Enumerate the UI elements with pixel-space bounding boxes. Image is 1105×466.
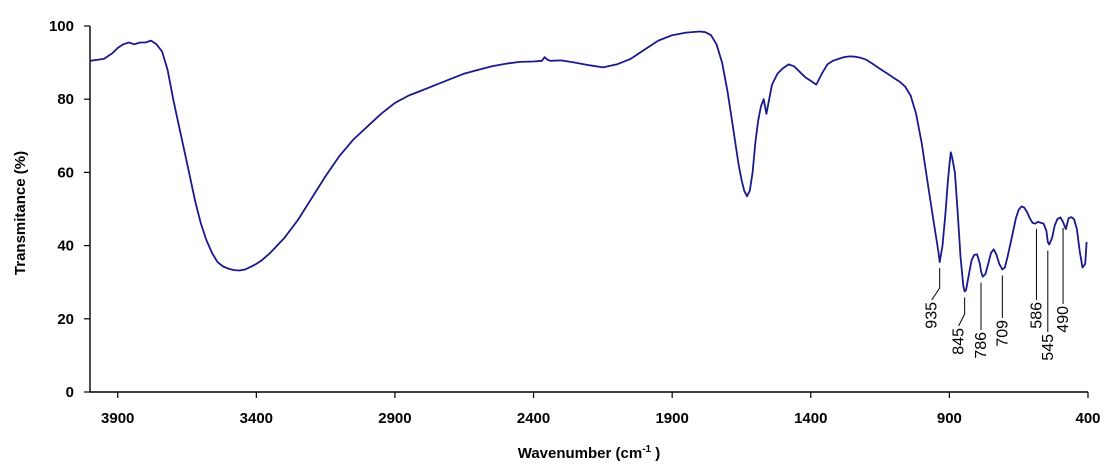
peak-label: 586 — [1028, 302, 1045, 329]
x-tick-label: 2900 — [378, 410, 411, 427]
y-tick-label: 60 — [57, 164, 74, 181]
peak-label: 545 — [1040, 334, 1057, 361]
peak-label: 490 — [1055, 306, 1072, 333]
x-tick-label: 1400 — [794, 410, 827, 427]
x-tick-label: 2400 — [517, 410, 550, 427]
x-axis-title-superscript: -1 — [642, 444, 651, 455]
y-tick-label: 40 — [57, 238, 74, 255]
y-tick-label: 0 — [66, 384, 74, 401]
x-tick-label: 3900 — [101, 410, 134, 427]
spectrum-line — [89, 30, 1088, 293]
peak-label: 845 — [951, 328, 968, 355]
x-tick-label: 1900 — [655, 410, 688, 427]
y-axis-ticks: 0 20 40 60 80 100 — [49, 18, 90, 401]
x-axis-ticks: 3900 3400 2900 2400 1900 1400 900 400 — [101, 392, 1101, 427]
x-tick-label: 3400 — [240, 410, 273, 427]
plot-axes — [89, 26, 1088, 393]
x-axis-title-main: Wavenumber (cm — [518, 445, 642, 462]
peak-label: 935 — [924, 302, 941, 329]
x-tick-label: 900 — [937, 410, 962, 427]
y-tick-label: 20 — [57, 311, 74, 328]
x-axis-title-close: ) — [651, 445, 660, 462]
y-axis-title: Transmitance (%) — [12, 151, 29, 275]
peak-label: 786 — [973, 332, 990, 359]
peak-leader-line — [958, 297, 966, 327]
y-tick-label: 100 — [49, 18, 74, 35]
x-tick-label: 400 — [1075, 410, 1100, 427]
series-layer — [89, 30, 1088, 293]
y-tick-label: 80 — [57, 91, 74, 108]
peak-label: 709 — [994, 320, 1011, 347]
x-axis-title: Wavenumber (cm-1 ) — [518, 444, 661, 462]
peak-leader-line — [931, 268, 941, 301]
